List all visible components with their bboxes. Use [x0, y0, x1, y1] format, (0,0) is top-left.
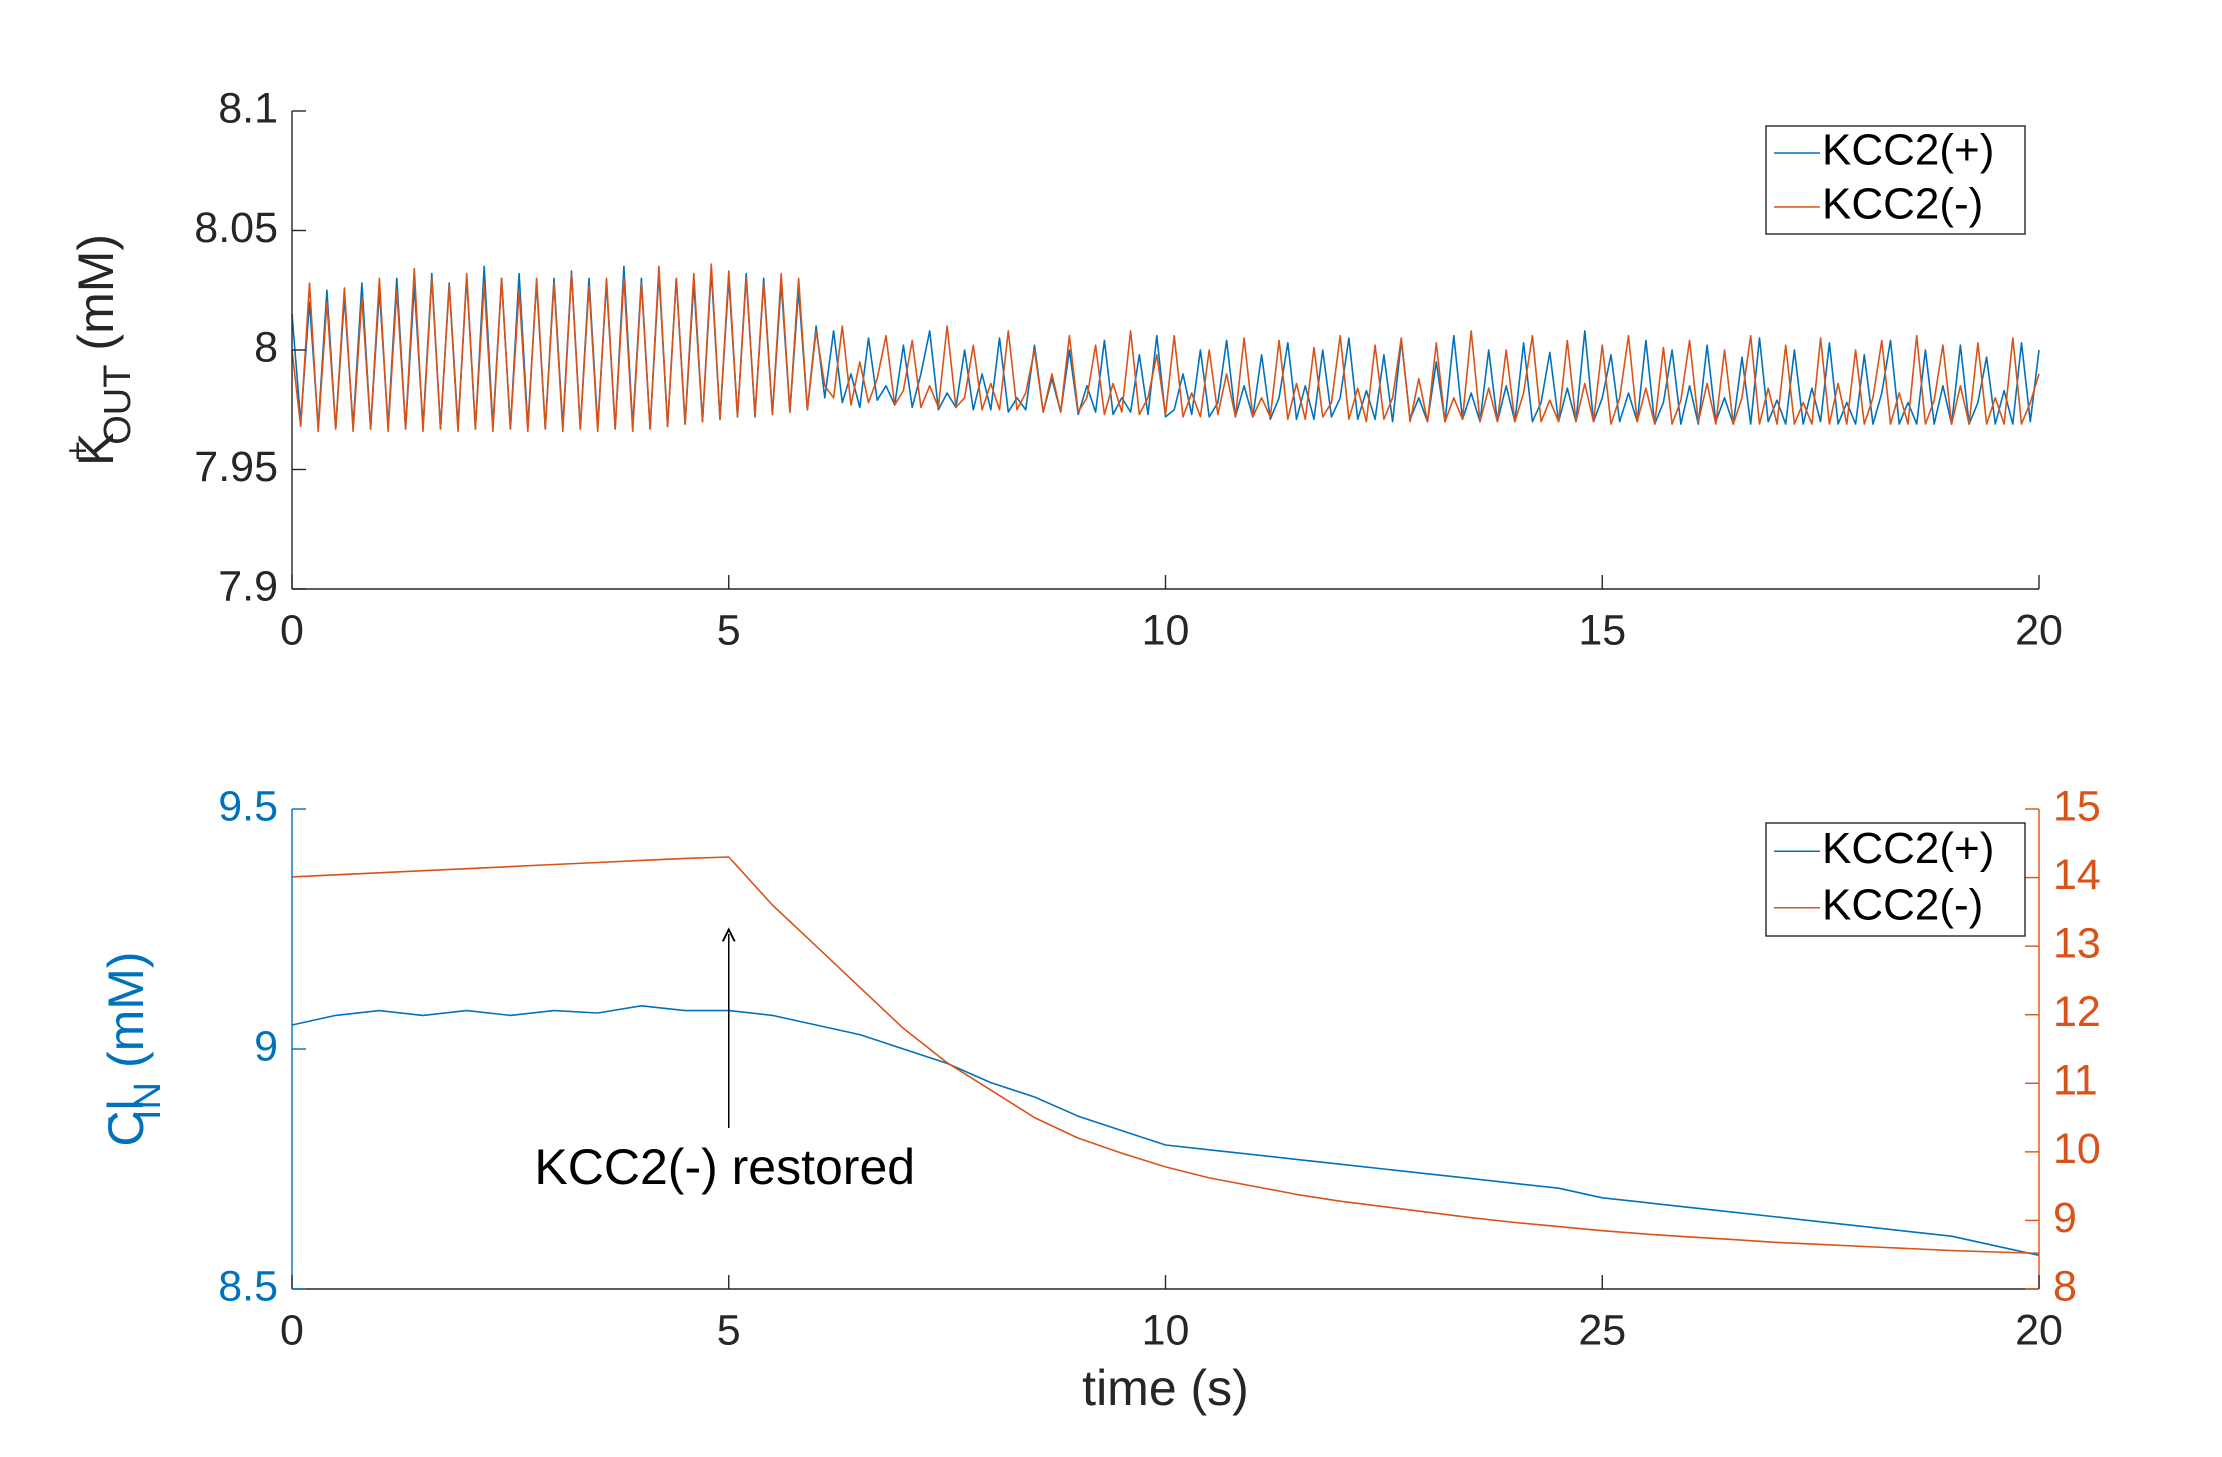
x-tick-label: 0: [280, 606, 304, 654]
y-tick-label: 8.05: [194, 204, 278, 252]
y-axis-label: K+OUT (mM): [59, 234, 139, 466]
y-label-sup: -: [89, 1116, 127, 1127]
legend-label: KCC2(-): [1822, 880, 1983, 929]
y-tick-label: 9.5: [218, 782, 278, 830]
legend-box: [1765, 125, 2026, 235]
y2-tick-label: 12: [2053, 988, 2101, 1036]
y-label-sub: IN: [127, 1082, 169, 1120]
legend-label: KCC2(+): [1822, 824, 1994, 873]
x-axis-label: time (s): [1082, 1360, 1249, 1416]
y2-tick-label: 10: [2053, 1125, 2101, 1173]
y-axis-label: Cl-IN (mM): [89, 951, 169, 1146]
y-label-unit: (mM): [98, 951, 154, 1068]
x-tick-label: 5: [717, 1306, 741, 1354]
series-line: [291, 856, 2040, 1255]
y2-tick-label: 8: [2053, 1262, 2077, 1310]
legend-box: [1765, 822, 2026, 937]
y-label-sub: OUT: [97, 365, 139, 445]
x-tick-label: 10: [1142, 606, 1190, 654]
y-tick-label: 7.9: [218, 562, 278, 610]
y-tick-label: 8.5: [218, 1262, 278, 1310]
y2-tick-label: 15: [2053, 782, 2101, 830]
y-label-sup: +: [59, 441, 97, 461]
y-tick-label: 8.1: [218, 84, 278, 132]
y2-tick-label: 14: [2053, 851, 2101, 899]
x-tick-label: 25: [1578, 1306, 1626, 1354]
y2-tick-label: 11: [2053, 1057, 2098, 1105]
legend-label: KCC2(-): [1822, 180, 1983, 229]
series-line: [291, 263, 2040, 433]
x-tick-label: 5: [717, 606, 741, 654]
y-label-base: K: [68, 433, 124, 466]
y-tick-label: 9: [254, 1022, 278, 1070]
x-tick-label: 15: [1578, 606, 1626, 654]
y-label-unit: (mM): [68, 234, 124, 351]
x-tick-label: 20: [2015, 1306, 2063, 1354]
x-tick-label: 20: [2015, 606, 2063, 654]
legend-label: KCC2(+): [1822, 126, 1994, 175]
annotation-text: KCC2(-) restored: [534, 1139, 915, 1195]
y2-tick-label: 13: [2053, 920, 2101, 968]
y-label-base: Cl: [98, 1099, 154, 1146]
y2-tick-label: 9: [2053, 1194, 2077, 1242]
y-tick-label: 8: [254, 323, 278, 371]
x-tick-label: 0: [280, 1306, 304, 1354]
y-tick-label: 7.95: [194, 443, 278, 491]
series-line: [291, 1004, 2040, 1257]
x-tick-label: 10: [1142, 1306, 1190, 1354]
